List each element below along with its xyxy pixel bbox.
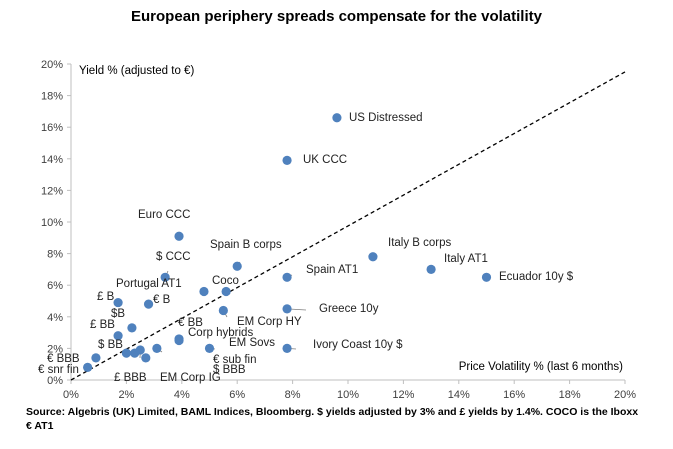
data-label: Ecuador 10y $	[499, 271, 574, 283]
data-label: EM Corp IG	[160, 372, 221, 384]
data-label: Greece 10y	[319, 303, 379, 315]
data-point	[127, 323, 137, 333]
y-tick-label: 0%	[47, 375, 63, 387]
x-axis-title: Price Volatility % (last 6 months)	[459, 361, 623, 373]
y-tick-label: 12%	[41, 185, 63, 197]
y-tick-label: 6%	[47, 280, 63, 292]
data-label: EM Corp HY	[237, 316, 302, 328]
x-tick-label: 4%	[174, 389, 190, 401]
reference-line	[70, 71, 626, 381]
y-tick-label: 20%	[41, 59, 63, 71]
x-tick-label: 16%	[503, 389, 525, 401]
data-point	[282, 343, 292, 353]
data-point	[204, 343, 215, 353]
y-tick-label: 2%	[47, 343, 63, 355]
source-note: Source: Algebris (UK) Limited, BAML Indi…	[26, 406, 639, 432]
data-point	[160, 272, 170, 282]
data-point	[282, 304, 292, 314]
y-axis-title: Yield % (adjusted to €)	[79, 65, 194, 77]
y-tick-label: 16%	[41, 122, 63, 134]
data-label: Coco	[212, 275, 239, 287]
data-point	[232, 261, 242, 271]
data-label: Portugal AT1	[116, 278, 182, 290]
y-tick-label: 4%	[47, 312, 63, 324]
x-tick-label: 18%	[559, 389, 581, 401]
data-label: € B	[153, 294, 171, 306]
data-label: EM Sovs	[229, 337, 275, 349]
data-label: Spain B corps	[210, 239, 282, 251]
data-label: Spain AT1	[306, 264, 358, 276]
data-label: $B	[111, 308, 125, 320]
data-point	[83, 362, 93, 372]
data-point	[174, 231, 184, 241]
x-tick-label: 20%	[614, 389, 636, 401]
data-label: € BB	[178, 317, 203, 329]
chart-title: European periphery spreads compensate fo…	[131, 8, 542, 25]
data-label: £ BB	[90, 319, 115, 331]
data-point	[481, 272, 492, 282]
data-label: £ BBB	[114, 372, 147, 384]
x-tick-label: 8%	[285, 389, 301, 401]
data-label: £ B	[97, 291, 115, 303]
data-label: $ CCC	[156, 251, 191, 263]
data-label: € snr fin	[38, 364, 79, 376]
data-point	[143, 299, 154, 309]
data-label: Euro CCC	[138, 209, 190, 221]
data-point	[218, 305, 228, 316]
data-label: $ BB	[98, 339, 123, 351]
data-point	[174, 335, 184, 346]
data-point	[368, 252, 378, 262]
data-label: Italy AT1	[444, 253, 488, 265]
x-tick-label: 6%	[229, 389, 245, 401]
y-tick-label: 8%	[47, 249, 63, 261]
x-tick-label: 2%	[118, 389, 134, 401]
x-tick-label: 12%	[392, 389, 414, 401]
y-tick-label: 18%	[41, 91, 63, 103]
y-tick-label: 14%	[41, 154, 63, 166]
data-point	[121, 348, 131, 358]
x-tick-label: 0%	[63, 389, 79, 401]
data-point	[426, 264, 436, 274]
data-label: Italy B corps	[388, 237, 452, 249]
data-point	[332, 113, 342, 123]
data-point	[91, 353, 101, 363]
data-point	[135, 345, 145, 355]
data-point	[199, 286, 209, 297]
y-tick-label: 10%	[41, 217, 63, 229]
data-label: Corp hybrids	[188, 327, 253, 339]
data-point	[152, 343, 162, 353]
data-point	[141, 353, 151, 363]
x-tick-label: 14%	[448, 389, 470, 401]
data-label: UK CCC	[303, 154, 347, 166]
data-label: US Distressed	[349, 112, 423, 124]
data-label: € BBB	[47, 353, 80, 365]
x-tick-label: 10%	[337, 389, 359, 401]
data-label: $ BBB	[213, 364, 246, 376]
data-label: Ivory Coast 10y $	[313, 339, 403, 351]
data-label: € sub fin	[213, 354, 256, 366]
data-point	[282, 155, 292, 165]
data-point	[113, 331, 123, 341]
data-point	[282, 272, 292, 282]
data-point	[113, 297, 123, 308]
data-point	[221, 286, 231, 297]
